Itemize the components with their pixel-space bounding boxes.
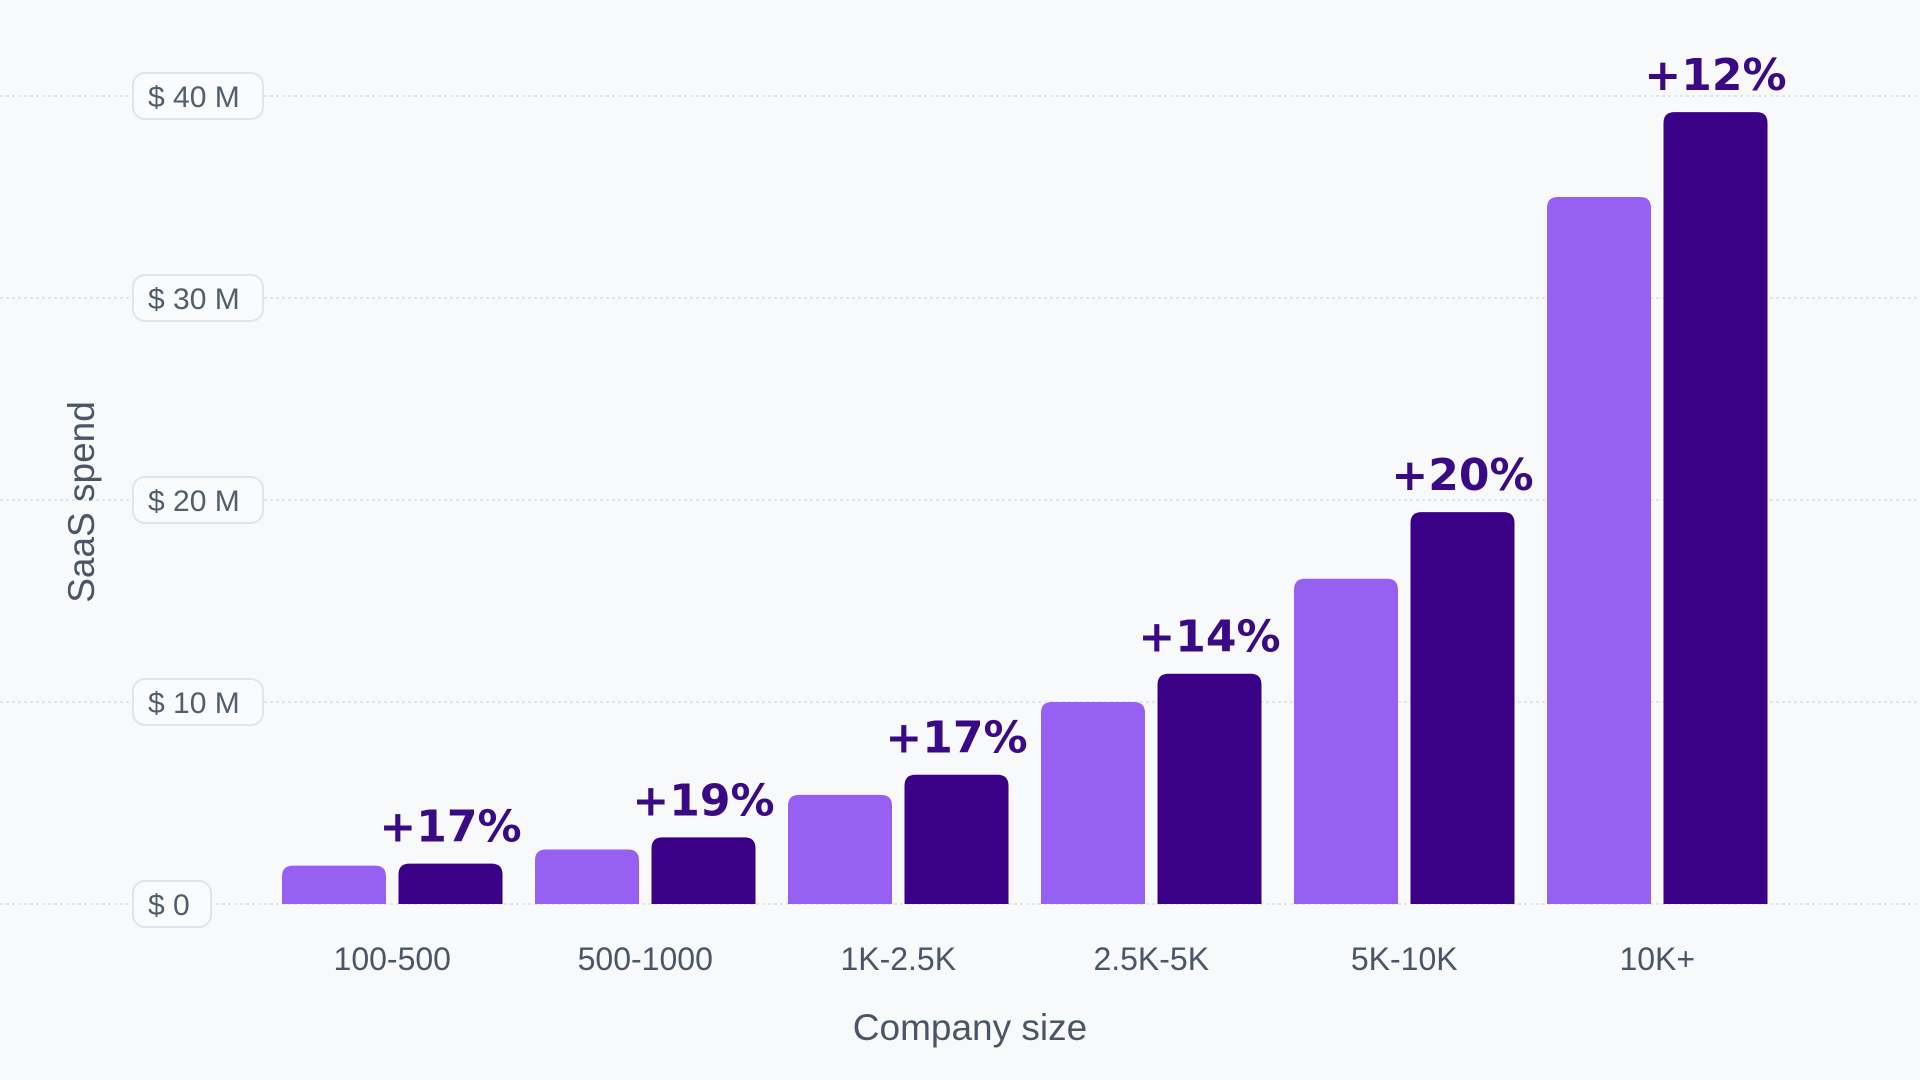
x-tick-label: 2.5K-5K [1093,941,1209,977]
y-tick-label: $ 0 [148,889,190,922]
y-tick-pill [132,274,264,322]
data-label: +17% [379,802,521,853]
bar-series-2 [398,863,503,904]
data-label: +14% [1138,612,1280,663]
y-tick-pill [132,880,212,928]
x-tick-label: 100-500 [334,941,451,977]
y-tick-label: $ 10 M [148,687,240,720]
bar-series-2 [1157,673,1262,904]
bar-series-2 [1410,512,1515,904]
data-label: +20% [1391,450,1533,501]
y-tick-pill [132,476,264,524]
bar-series-1 [282,865,386,904]
y-tick-pill [132,678,264,726]
x-tick-label: 10K+ [1619,941,1695,977]
bar-series-1 [535,849,639,904]
data-label: +17% [885,713,1027,764]
bar-series-2 [1663,112,1768,904]
data-labels: +17% +19% +17% +14% +20% +12% [379,50,1786,852]
bar-series-2 [904,774,1009,904]
y-tick-label: $ 40 M [148,81,240,114]
y-axis-title: SaaS spend [61,401,102,603]
bar-series-1 [1547,197,1651,904]
y-tick-pill [132,72,264,120]
y-tick-label: $ 30 M [148,283,240,316]
bar-series-1 [1294,578,1398,904]
data-label: +19% [632,775,774,826]
bars [282,112,1768,904]
x-axis-ticks: 100-500 500-1000 1K-2.5K 2.5K-5K 5K-10K 10K+ [334,941,1696,977]
x-tick-label: 1K-2.5K [840,941,956,977]
y-axis-ticks: $ 0 $ 10 M $ 20 M $ 30 M $ 40 M [132,72,264,928]
bar-series-2 [651,837,756,904]
y-tick-label: $ 20 M [148,485,240,518]
bar-series-1 [788,794,892,904]
data-label: +12% [1644,50,1786,101]
x-tick-label: 5K-10K [1351,941,1458,977]
x-tick-label: 500-1000 [578,941,713,977]
bar-series-1 [1041,702,1145,904]
x-axis-title: Company size [853,1007,1087,1048]
